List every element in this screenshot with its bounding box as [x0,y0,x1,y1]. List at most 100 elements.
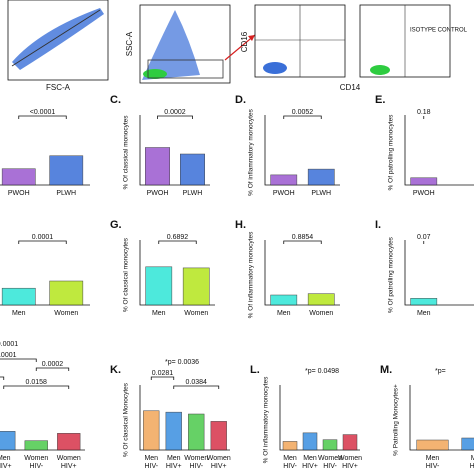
significance-bracket [283,115,322,119]
x-tick-label: Men [167,455,181,462]
x-tick-label: HIV- [283,463,297,470]
significance-bracket [3,385,70,389]
bar [461,437,474,451]
x-tick-label: Men [471,455,474,462]
flow-blob [12,8,104,70]
bar [302,432,318,451]
bar [410,298,438,306]
bar [145,266,173,306]
y-axis-label: % Of inflammatory monocytes [248,231,255,318]
panel-label: C. [110,94,121,106]
flow-panels: FSC-A SSC-A ISOTYPE CONTROL CD16 CD14 [7,0,468,92]
significance-bracket [158,240,197,244]
p-value: 0.0158 [26,379,48,386]
bar [180,153,205,186]
x-tick-label: HIV- [426,463,440,470]
significance-bracket [150,376,175,380]
significance-bracket [157,115,193,119]
x-tick-label: HIV- [323,463,337,470]
significance-bracket [283,240,322,244]
bar [49,155,84,186]
y-axis-label: % Of inflammatory monocytes [263,376,270,463]
axis-label: FSC-A [46,83,71,92]
x-tick-label: HIV- [144,463,158,470]
axis [404,240,474,306]
panel-label: G. [110,219,122,231]
panel-label: D. [235,94,246,106]
x-tick-label: Women [24,455,48,462]
p-value: 0.07 [417,234,431,241]
x-tick-label: Men [417,310,431,317]
y-axis-label: % Of patrolling monocytes [388,114,395,191]
panel-label: H. [235,219,246,231]
x-tick-label: HIV+ [342,463,358,470]
p-value: 0.0384 [186,379,208,386]
axis-label: CD16 [240,31,249,52]
p-value: 0.0001 [32,234,54,241]
x-tick-label: HIV- [189,463,203,470]
flow-plot [139,4,231,84]
bar [1,168,36,186]
x-tick-label: Men [426,455,440,462]
bar [145,147,170,186]
bar [307,293,335,306]
x-tick-label: Women [309,310,333,317]
p-value: 0.0281 [152,370,174,377]
x-tick-label: Women [318,455,342,462]
panel-label: K. [110,364,121,376]
p-value-overall: *p= 0.0036 [165,359,199,366]
bar [165,411,182,451]
significance-bracket [18,240,67,244]
bar [57,433,81,451]
x-tick-label: PLWH [311,190,331,197]
p-value-overall: *p= <0.0001 [0,341,18,348]
y-axis-label: % Patrolling Monocytes+ [393,384,400,456]
bar [416,439,449,451]
significance-bracket [0,376,5,380]
significance-bracket [35,367,70,371]
bar [49,280,84,306]
x-tick-label: Men [277,310,291,317]
significance-bracket [18,115,67,119]
x-tick-label: PLWH [56,190,76,197]
y-axis-label: % Of classical monocytes [123,237,130,312]
bar [1,287,36,306]
y-axis-label: % Of inflammatory monocytes [248,108,255,195]
x-tick-label: PWOH [273,190,295,197]
p-value: 0.6892 [167,234,189,241]
bar [322,439,338,451]
p-value: <0.0001 [0,352,17,359]
p-value-overall: *p= 0.0498 [305,368,339,375]
panel-label: E. [375,94,385,106]
significance-bracket [0,358,37,362]
bar [282,441,298,451]
panel-label: I. [375,219,381,231]
p-value: 0.0002 [164,109,186,116]
p-value-overall: *p= [435,368,446,375]
significance-bracket [173,385,220,389]
x-tick-label: Women [184,455,208,462]
axis-label: CD14 [340,83,361,92]
bar [307,168,335,186]
p-value: 0.0052 [292,109,314,116]
x-tick-label: HIV+ [166,463,182,470]
axis-label: SSC-A [125,31,134,56]
bar [410,177,438,186]
bar [143,410,160,451]
bar [188,413,205,451]
x-tick-label: Men [283,455,297,462]
x-tick-label: Women [57,455,81,462]
y-axis-label: % Of classical monocytes [123,115,130,190]
x-tick-label: HIV- [29,463,43,470]
bar [270,174,298,186]
arrow-head [248,35,255,41]
p-value: 0.18 [417,109,431,116]
x-tick-label: Women [184,310,208,317]
p-value: 0.8854 [292,234,314,241]
flow-blob [143,69,167,79]
x-tick-label: Women [338,455,362,462]
x-tick-label: Women [207,455,231,462]
bar [24,440,48,451]
x-tick-label: HIV+ [211,463,227,470]
